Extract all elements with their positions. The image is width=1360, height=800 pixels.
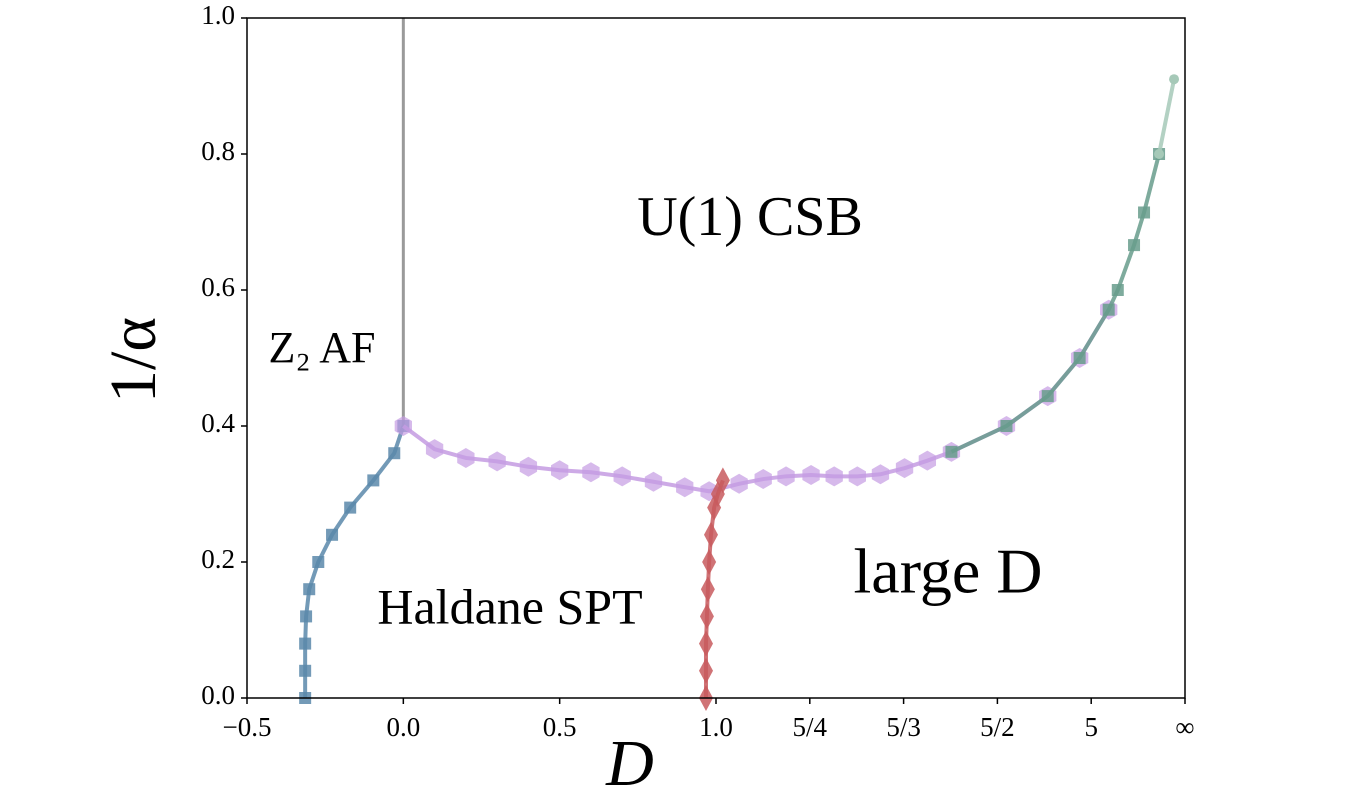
square-marker — [1041, 390, 1054, 403]
x-tick-label: 5/3 — [886, 712, 921, 742]
plot-frame — [246, 17, 1186, 699]
square-marker — [1111, 284, 1124, 296]
diamond-marker — [703, 521, 718, 548]
x-tick-label: 5/4 — [793, 712, 828, 742]
hexagon-marker — [777, 466, 795, 487]
diamond-marker — [699, 603, 714, 630]
square-marker — [945, 445, 958, 458]
hexagon-marker — [394, 416, 412, 436]
x-axis-label: D — [605, 727, 654, 800]
hexagon-marker — [825, 466, 843, 487]
square-marker — [388, 447, 401, 460]
square-marker — [300, 610, 313, 623]
square-marker — [303, 583, 316, 596]
y-tick-label: 0.0 — [201, 680, 235, 710]
y-tick-label: 1.0 — [201, 0, 235, 30]
hexagon-marker — [613, 466, 631, 487]
y-tick-label: 0.2 — [201, 544, 235, 574]
hexagon-marker — [457, 447, 475, 468]
hexagon-marker — [895, 458, 914, 479]
hexagon-marker — [644, 471, 663, 492]
y-tick-label: 0.6 — [201, 272, 235, 302]
diamond-marker — [700, 576, 715, 603]
hexagon-marker — [488, 451, 506, 472]
series-line — [1157, 78, 1177, 155]
square-marker — [326, 528, 339, 541]
hexagon-marker — [848, 466, 866, 487]
x-tick-label: 5 — [1084, 712, 1098, 742]
square-marker — [367, 474, 380, 487]
hexagon-marker — [918, 450, 937, 471]
hexagon-marker — [754, 469, 772, 490]
x-tick-label: 0.0 — [386, 712, 420, 742]
hexagon-marker — [730, 473, 748, 494]
phase-label: U(1) CSB — [637, 186, 863, 248]
y-axis-label: 1/α — [97, 317, 170, 403]
x-tick-label: 5/2 — [980, 712, 1015, 742]
square-marker — [1102, 303, 1115, 316]
hexagon-marker — [802, 464, 820, 485]
y-tick-label: 0.8 — [201, 136, 235, 166]
phase-label: large D — [854, 536, 1043, 607]
circle-marker — [1169, 74, 1180, 85]
square-marker — [299, 664, 312, 677]
x-tick-label: −0.5 — [223, 712, 272, 742]
x-tick-label: 1.0 — [699, 712, 733, 742]
square-marker — [299, 637, 312, 650]
square-marker — [1128, 239, 1141, 252]
square-marker — [1000, 420, 1013, 432]
diamond-marker — [698, 630, 713, 657]
x-tick-label: 0.5 — [543, 712, 577, 742]
hexagon-marker — [551, 460, 569, 481]
square-marker — [1138, 206, 1151, 219]
diamond-marker — [698, 657, 713, 684]
phase-label: Z₂ AF — [268, 323, 375, 372]
hexagon-marker — [582, 462, 600, 483]
x-tick-label: ∞ — [1175, 712, 1194, 742]
square-marker — [1073, 352, 1086, 364]
phase-label: Haldane SPT — [377, 578, 642, 634]
diamond-marker — [715, 467, 730, 494]
hexagon-marker — [871, 464, 890, 485]
y-tick-label: 0.4 — [201, 408, 235, 438]
square-marker — [312, 556, 325, 568]
circle-marker — [1154, 149, 1165, 159]
hexagon-marker — [519, 456, 538, 477]
hexagon-marker — [676, 477, 694, 498]
diamond-marker — [702, 549, 717, 575]
hexagon-marker — [425, 439, 444, 460]
square-marker — [344, 501, 357, 514]
